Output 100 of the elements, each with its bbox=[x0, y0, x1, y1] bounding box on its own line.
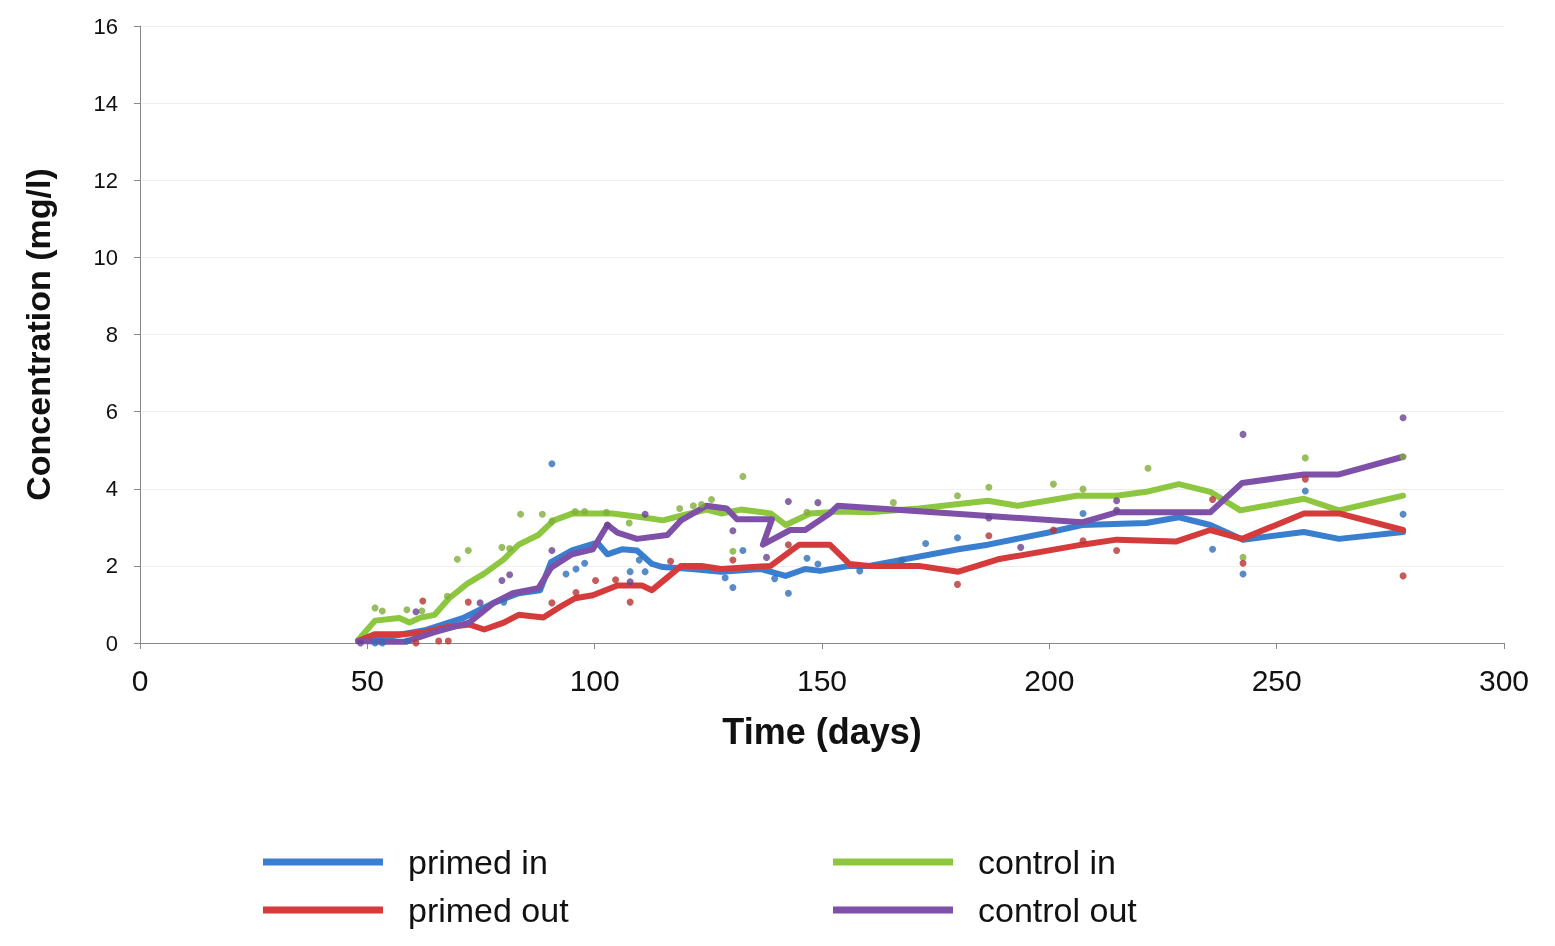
point bbox=[453, 555, 461, 563]
point bbox=[1079, 537, 1087, 545]
x-tick-label: 150 bbox=[796, 663, 848, 697]
point bbox=[403, 637, 411, 645]
y-tick-label: 12 bbox=[93, 167, 118, 193]
point bbox=[548, 517, 556, 525]
point bbox=[1399, 510, 1407, 518]
point bbox=[1144, 464, 1152, 472]
point bbox=[1239, 430, 1247, 438]
point bbox=[592, 577, 600, 585]
point bbox=[506, 545, 514, 553]
x-tick-label: 200 bbox=[1024, 663, 1075, 697]
point bbox=[922, 540, 930, 548]
point bbox=[498, 577, 506, 585]
point bbox=[1049, 480, 1057, 488]
point bbox=[412, 608, 420, 616]
point bbox=[729, 547, 737, 555]
point bbox=[626, 578, 634, 586]
point bbox=[721, 574, 729, 582]
point bbox=[985, 514, 993, 522]
point bbox=[739, 546, 747, 554]
point bbox=[698, 501, 706, 509]
point bbox=[506, 571, 514, 579]
y-tick-label: 10 bbox=[93, 244, 118, 270]
y-tick-label: 4 bbox=[105, 476, 118, 502]
point bbox=[1017, 543, 1025, 551]
point bbox=[641, 510, 649, 518]
y-axis-title: Concentration (mg/l) bbox=[19, 168, 57, 501]
point bbox=[572, 588, 580, 596]
point bbox=[548, 460, 556, 468]
point bbox=[538, 510, 546, 518]
point bbox=[771, 575, 779, 583]
y-tick-label: 2 bbox=[105, 553, 118, 579]
x-axis-title: Time (days) bbox=[722, 710, 922, 752]
point bbox=[814, 499, 822, 507]
legend-label: control out bbox=[978, 891, 1138, 929]
point bbox=[889, 499, 897, 507]
point bbox=[1079, 509, 1087, 517]
point bbox=[435, 637, 443, 645]
point bbox=[548, 546, 556, 554]
point bbox=[464, 546, 472, 554]
point bbox=[1113, 497, 1121, 505]
point bbox=[729, 527, 737, 535]
point bbox=[985, 483, 993, 491]
point bbox=[476, 599, 484, 607]
point bbox=[419, 597, 427, 605]
point bbox=[1301, 487, 1309, 495]
point bbox=[1209, 545, 1217, 553]
legend-label: control in bbox=[978, 843, 1116, 881]
x-tick-label: 300 bbox=[1478, 663, 1530, 697]
point bbox=[763, 553, 771, 561]
point bbox=[603, 508, 610, 516]
point bbox=[498, 543, 506, 551]
point bbox=[954, 534, 961, 542]
point bbox=[784, 541, 792, 549]
point bbox=[517, 510, 525, 518]
point bbox=[739, 472, 747, 480]
point bbox=[641, 568, 649, 576]
point bbox=[357, 639, 365, 647]
point bbox=[603, 521, 611, 529]
point bbox=[954, 580, 961, 588]
legend-label: primed in bbox=[408, 843, 548, 881]
point bbox=[612, 576, 620, 584]
point bbox=[729, 556, 737, 564]
legend-label: primed out bbox=[408, 891, 570, 929]
point bbox=[667, 557, 675, 565]
point bbox=[1113, 546, 1121, 554]
x-tick-label: 100 bbox=[569, 663, 620, 697]
point bbox=[443, 592, 451, 600]
y-tick-label: 6 bbox=[105, 399, 118, 425]
point bbox=[708, 496, 716, 504]
point bbox=[571, 508, 579, 515]
x-tick-label: 250 bbox=[1251, 663, 1302, 697]
point bbox=[500, 598, 508, 606]
point bbox=[803, 508, 811, 516]
point bbox=[625, 519, 633, 527]
point bbox=[403, 606, 411, 614]
point bbox=[1301, 475, 1309, 483]
x-tick-label: 50 bbox=[350, 663, 385, 697]
point bbox=[626, 598, 634, 606]
point bbox=[784, 589, 792, 597]
x-tick-label: 0 bbox=[131, 663, 149, 697]
point bbox=[1049, 526, 1057, 534]
point bbox=[378, 639, 386, 647]
point bbox=[954, 492, 961, 500]
point bbox=[856, 567, 864, 575]
point bbox=[676, 504, 684, 512]
point bbox=[548, 599, 556, 607]
y-tick-label: 14 bbox=[93, 90, 118, 116]
point bbox=[581, 508, 589, 515]
point bbox=[378, 607, 386, 615]
point bbox=[1209, 496, 1217, 504]
y-tick-label: 8 bbox=[105, 322, 118, 347]
point bbox=[689, 502, 697, 510]
point bbox=[1399, 414, 1407, 422]
point bbox=[1301, 454, 1309, 462]
point bbox=[729, 583, 737, 591]
point bbox=[444, 637, 452, 645]
y-tick-label: 0 bbox=[105, 630, 118, 656]
y-tick-label: 16 bbox=[93, 13, 118, 39]
